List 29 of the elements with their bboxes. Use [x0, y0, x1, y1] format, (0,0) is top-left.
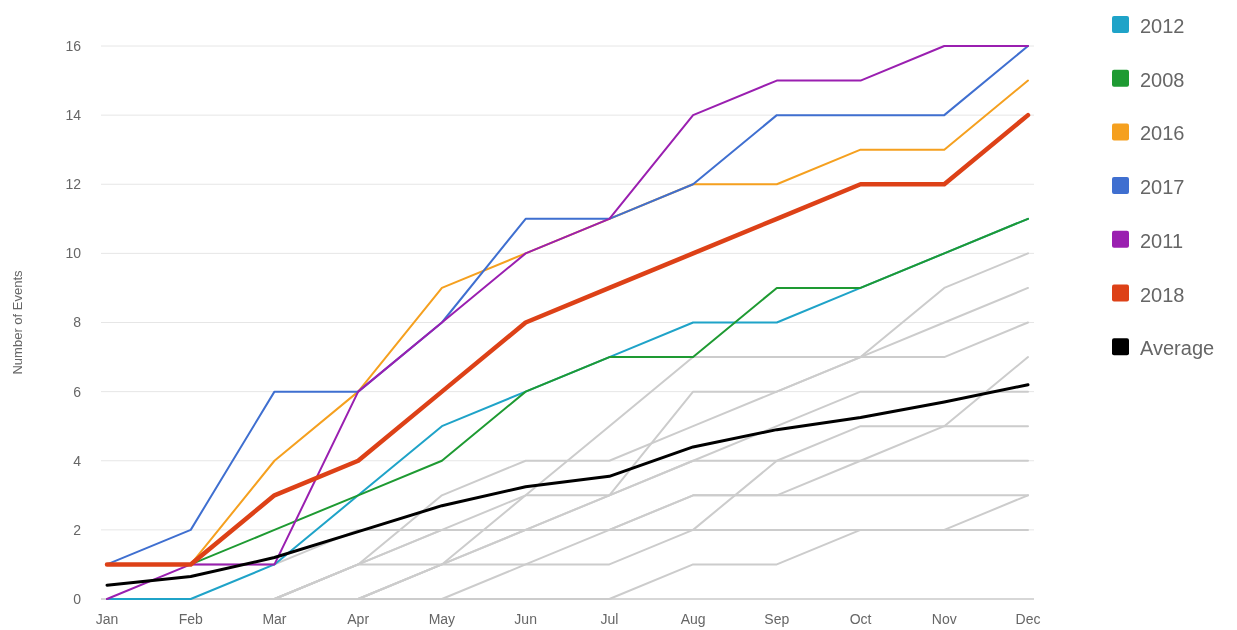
x-tick-label: Jun: [514, 611, 537, 627]
y-tick-label: 0: [73, 590, 82, 607]
legend-label: 2012: [1140, 15, 1185, 37]
x-tick-label: Dec: [1015, 611, 1041, 627]
x-tick-label: Feb: [178, 611, 203, 627]
legend-label: 2016: [1140, 122, 1185, 145]
x-tick-label: Jan: [95, 611, 119, 627]
x-tick-label: Nov: [931, 611, 957, 627]
y-axis-title: Number of Events: [10, 269, 25, 375]
x-tick-label: Apr: [347, 611, 370, 627]
x-tick-label: Jul: [600, 611, 619, 627]
y-tick-label: 2: [73, 521, 82, 538]
legend-label: 2017: [1140, 176, 1185, 199]
y-tick-label: 8: [73, 314, 82, 331]
legend-label: 2008: [1140, 68, 1185, 91]
x-tick-label: Mar: [262, 611, 287, 627]
y-tick-label: 6: [73, 383, 82, 400]
legend-label: 2011: [1140, 229, 1184, 252]
legend-label: Average: [1140, 337, 1215, 360]
legend-label: 2018: [1140, 283, 1185, 306]
x-tick-label: Oct: [849, 611, 872, 627]
y-tick-label: 4: [73, 452, 82, 469]
y-tick-label: 16: [65, 37, 82, 54]
x-tick-label: May: [428, 611, 456, 627]
x-tick-label: Sep: [764, 611, 790, 627]
x-tick-label: Aug: [680, 611, 706, 627]
y-tick-label: 12: [65, 176, 82, 193]
y-tick-label: 14: [65, 107, 82, 124]
y-tick-label: 10: [65, 245, 82, 262]
